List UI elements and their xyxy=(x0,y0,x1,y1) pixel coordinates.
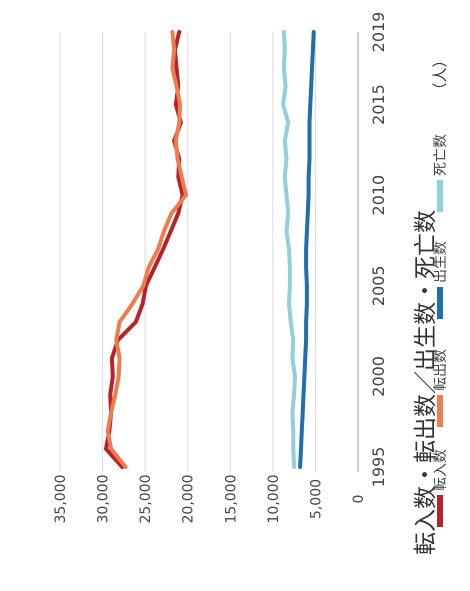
legend-label-2: 出生数 xyxy=(433,241,449,283)
gridlines xyxy=(59,32,359,472)
x-tick-label: 2010 xyxy=(369,175,388,216)
chart-title: 転入数・転出数／出生数・死亡数 xyxy=(413,210,439,555)
y-tick-label: 30,000 xyxy=(96,475,112,524)
legend-label-0: 転入数 xyxy=(433,449,449,491)
y-tick-label: 20,000 xyxy=(181,475,197,524)
x-tick-label: 2015 xyxy=(369,84,388,125)
series-line-3 xyxy=(281,30,297,469)
y-tick-label: 5,000 xyxy=(308,479,324,519)
y-axis-unit-label: （人） xyxy=(431,52,449,97)
x-tick-label: 2019 xyxy=(369,12,388,53)
y-tick-label: 10,000 xyxy=(266,475,282,524)
y-tick-label: 15,000 xyxy=(223,475,239,524)
legend: 転入数 転出数 出生数 死亡数 xyxy=(433,134,449,527)
series-line-1 xyxy=(105,30,188,469)
x-axis-ticks: 1995 2000 2005 2010 2015 2019 xyxy=(369,12,388,488)
y-tick-label: 0 xyxy=(351,495,367,504)
x-tick-label: 2005 xyxy=(369,265,388,306)
y-tick-label: 25,000 xyxy=(138,475,154,524)
series-line-2 xyxy=(298,30,316,469)
y-axis-ticks: 0 5,000 10,000 15,000 20,000 25,000 30,000 35,0… xyxy=(53,475,367,524)
y-tick-label: 35,000 xyxy=(53,475,69,524)
legend-label-1: 転出数 xyxy=(433,349,449,391)
x-tick-label: 1995 xyxy=(369,447,388,488)
legend-label-3: 死亡数 xyxy=(433,134,449,176)
series-line-0 xyxy=(104,30,185,469)
series-lines xyxy=(104,30,316,469)
x-tick-label: 2000 xyxy=(369,356,388,397)
